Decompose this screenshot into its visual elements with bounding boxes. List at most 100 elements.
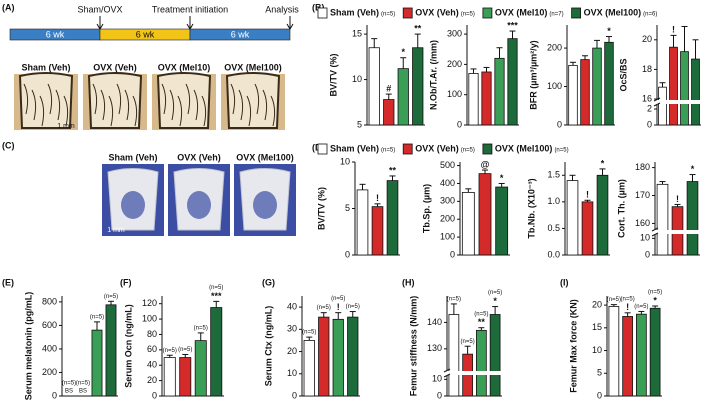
n-label: (n=5): [104, 294, 118, 300]
y-axis-label: N.Ob/T.Ar. (/mm): [428, 40, 438, 110]
bar: [368, 47, 380, 126]
n-label: (n=5): [317, 305, 331, 311]
legend-label: OVX (Veh): [415, 7, 459, 17]
trabecula: [132, 95, 138, 127]
bar: [91, 329, 103, 397]
bar: [105, 304, 117, 397]
n-label: (n=5): [447, 297, 461, 303]
n-label: (n=5): [90, 314, 104, 320]
y-tick-label: 10: [352, 74, 362, 84]
y-tick-label: 600: [42, 320, 57, 330]
legend-n: (n=6): [643, 12, 657, 18]
y-tick-label: 130: [427, 343, 442, 353]
y-tick-label: 100: [142, 313, 157, 323]
significance: ***: [507, 20, 518, 30]
bar: [318, 316, 330, 397]
bar: [476, 329, 487, 397]
photos-c: Sham (Veh) OVX (Veh) OVX (Mel100) 1 mm: [102, 152, 296, 236]
panel-label: (B): [312, 2, 325, 12]
y-tick-label: 300: [447, 28, 462, 38]
bar: [397, 68, 409, 126]
y-axis-label: Cort. Th. (µm): [616, 179, 626, 238]
y-tick-label: 1.5: [547, 170, 560, 180]
y-tick-label: 40: [287, 301, 297, 311]
y-tick-label: 10: [340, 156, 350, 166]
legend-swatch: [482, 7, 493, 19]
arrow-head: [96, 23, 104, 30]
bar: [686, 181, 699, 256]
legend-n: (n=7): [549, 12, 563, 18]
legend-swatch: [402, 143, 413, 155]
trabecula: [169, 89, 175, 121]
axis-break: [489, 371, 502, 375]
bar: [658, 86, 667, 126]
segment-label: 6 wk: [136, 29, 155, 39]
bar: [412, 47, 424, 126]
event-label: Treatment initiation: [152, 4, 228, 14]
timeline-segment: [189, 28, 291, 41]
bar: [592, 47, 602, 126]
trabecula: [108, 95, 114, 127]
y-tick-label: 200: [547, 42, 562, 52]
y-tick-label: 500: [440, 160, 455, 170]
photo-label: Sham (Veh): [21, 62, 70, 72]
y-tick-label: 0: [437, 390, 442, 400]
photos-a: Sham (Veh) OVX (Veh) OVX (Mel10) OVX (Me…: [14, 62, 285, 130]
y-tick-label: 140: [427, 317, 442, 327]
trabecula: [23, 83, 29, 115]
legend-n: (n=5): [554, 148, 568, 154]
significance: *: [607, 26, 611, 36]
bar: [462, 353, 473, 397]
bar: [680, 51, 689, 126]
n-label: (n=5): [194, 326, 208, 332]
bar: [383, 99, 395, 126]
trabecula: [161, 83, 167, 115]
y-axis-label: Serum Ctx (ng/mL): [263, 306, 273, 387]
bar: [194, 340, 207, 397]
trabecula: [100, 89, 106, 121]
scale-label: 1 mm: [107, 227, 125, 234]
trabecula: [270, 95, 276, 127]
bar: [163, 357, 176, 397]
bar: [622, 316, 633, 397]
legend-label: OVX (Mel100): [495, 143, 553, 153]
legend-swatch: [571, 7, 582, 19]
n-label: (n=5): [607, 297, 621, 303]
panel-label: (H): [402, 277, 415, 287]
arrow-head: [186, 23, 194, 30]
y-tick-label: 0.5: [547, 223, 560, 233]
axis-break: [690, 100, 701, 104]
bar: [495, 186, 509, 256]
significance: !: [376, 193, 379, 203]
y-tick-label: 5: [597, 368, 602, 378]
y-tick-label: 180: [635, 162, 650, 172]
bar: [507, 38, 518, 126]
legend-label: OVX (Veh): [415, 143, 459, 153]
trabecula: [124, 89, 130, 121]
y-tick-label: 20: [147, 375, 157, 385]
panel-label: (G): [262, 277, 275, 287]
significance: **: [478, 317, 486, 327]
y-tick-label: 300: [440, 196, 455, 206]
y-tick-label: 30: [287, 324, 297, 334]
legend-swatch: [482, 143, 493, 155]
bar: [468, 73, 479, 126]
bar: [386, 180, 399, 256]
legend-swatch: [402, 7, 413, 19]
trabecula: [92, 83, 98, 115]
bar: [568, 64, 578, 126]
bar: [448, 314, 460, 397]
y-tick-label: 1.0: [547, 196, 560, 206]
y-tick-label: 0: [152, 390, 157, 400]
panel-label: (I): [560, 277, 569, 287]
y-axis-label: Tb.Nb. (X10⁻³): [526, 178, 536, 238]
trabecula: [193, 89, 199, 121]
significance: ***: [211, 291, 222, 301]
photo-label: Sham (Veh): [108, 152, 157, 162]
n-label: (n=5): [331, 296, 345, 302]
photo-label: OVX (Veh): [93, 62, 137, 72]
y-tick-label: 170: [635, 190, 650, 200]
y-tick-label: 5: [345, 203, 350, 213]
bar: [478, 173, 492, 256]
y-tick-label: 20: [592, 299, 602, 309]
